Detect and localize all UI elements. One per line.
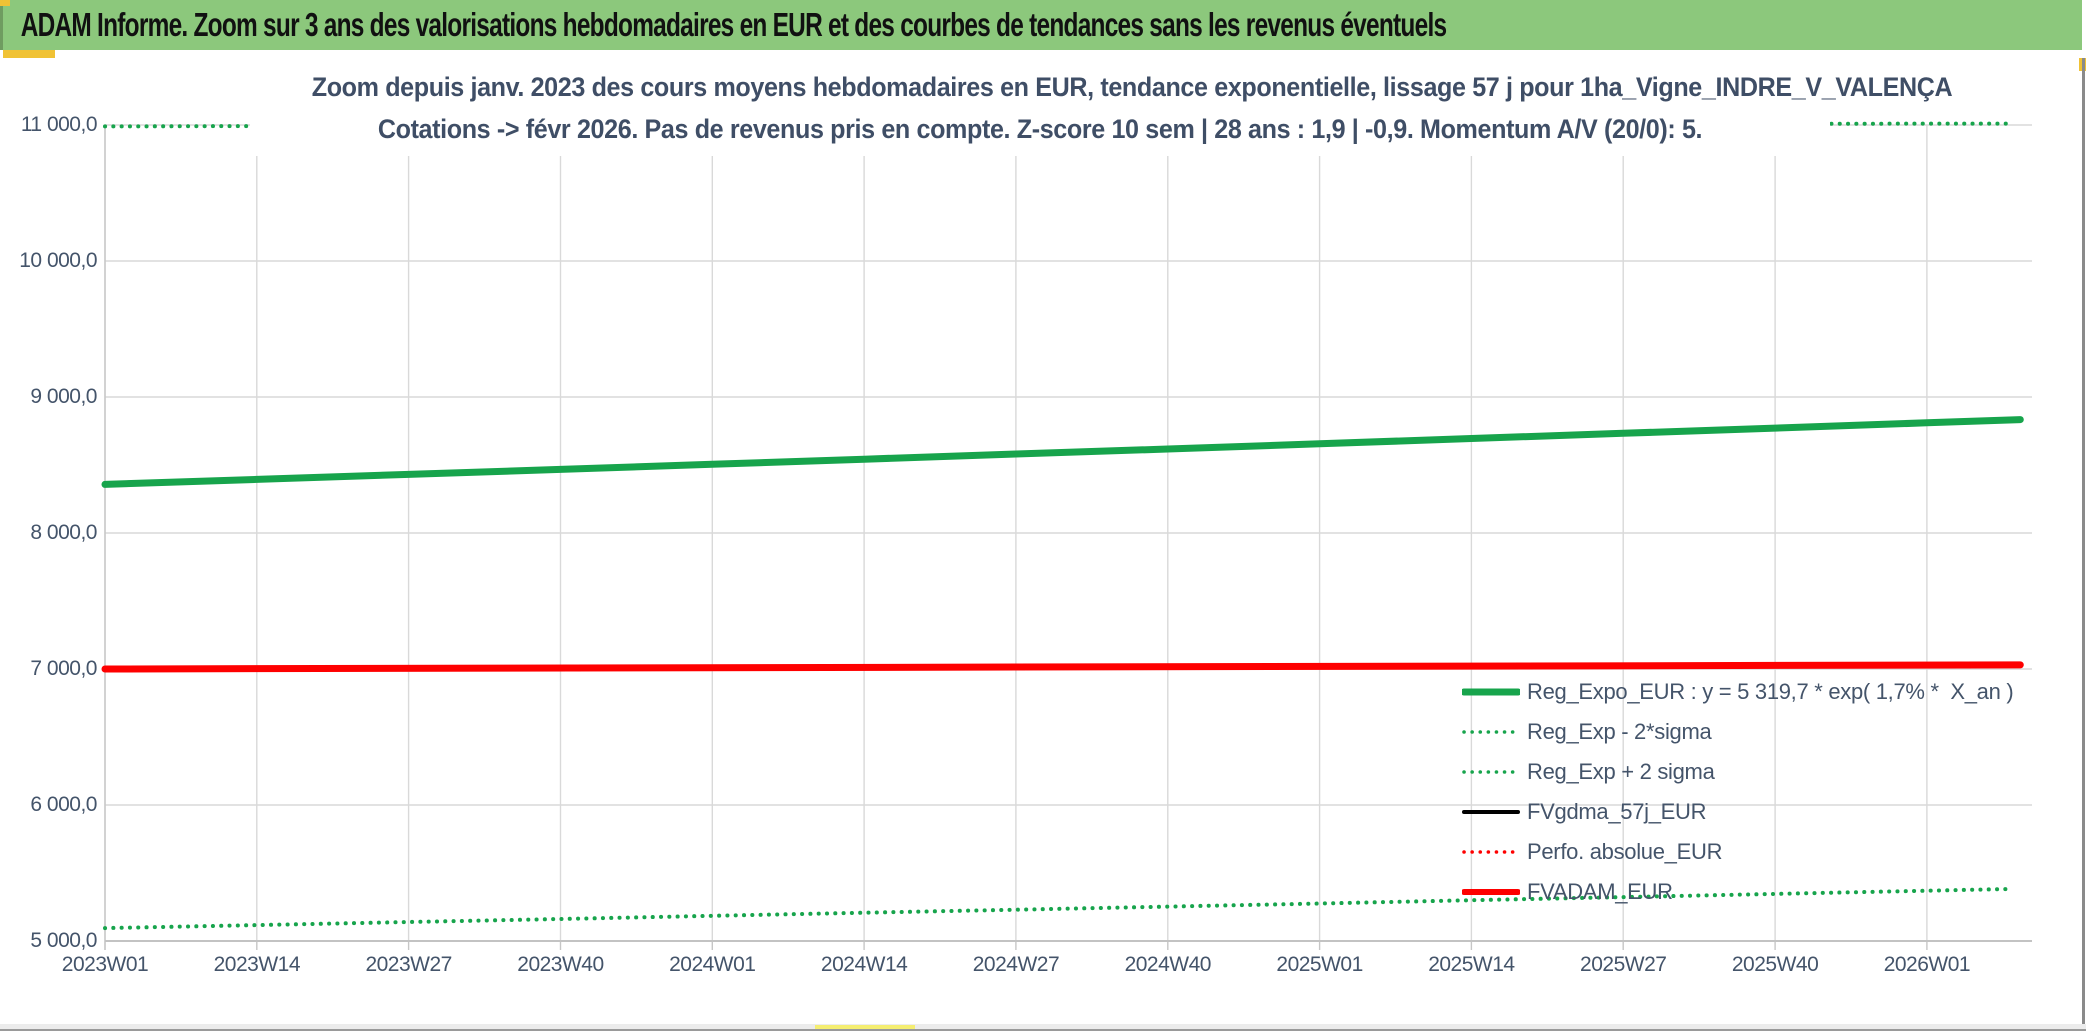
series-fvadam-eur: [101, 661, 2024, 673]
legend-label: Reg_Exp - 2*sigma: [1527, 719, 1712, 744]
legend-label: FVgdma_57j_EUR: [1527, 799, 1707, 824]
x-axis-label: 2023W14: [213, 953, 301, 976]
legend-item[interactable]: Reg_Expo_EUR : y = 5 319,7 * exp( 1,7% *…: [1462, 672, 2014, 712]
series-reg-exp-minus-2sigma: [103, 887, 2011, 931]
legend-label: Perfo. absolue_EUR: [1527, 839, 1723, 864]
y-axis-label: 9 000,0: [30, 385, 97, 408]
bottom-yellow-cell-accent: [815, 1025, 915, 1029]
header-underline-yellow-accent: [3, 50, 55, 58]
legend-item[interactable]: FVgdma_57j_EUR: [1462, 792, 1707, 832]
legend-swatch-line: [1462, 889, 1520, 895]
x-axis-label: 2025W14: [1428, 953, 1515, 976]
x-axis-label: 2024W27: [972, 953, 1060, 976]
y-axis-label: 8 000,0: [30, 521, 97, 544]
top-left-yellow-accent: [0, 0, 10, 6]
legend-item[interactable]: Perfo. absolue_EUR: [1462, 832, 1722, 872]
y-axis-label: 10 000,0: [19, 249, 97, 272]
x-axis-label: 2024W14: [820, 953, 908, 976]
x-axis-label: 2025W40: [1731, 953, 1819, 976]
legend-swatch-line: [1462, 850, 1520, 854]
y-axis-label: 5 000,0: [30, 929, 97, 952]
legend-swatch-line: [1462, 810, 1520, 814]
legend-swatch-line: [1462, 688, 1520, 696]
bottom-bar: [0, 1024, 2086, 1031]
left-edge-strip: [0, 0, 3, 50]
sheet-header-title: ADAM Informe. Zoom sur 3 ans des valoris…: [20, 6, 1447, 43]
x-axis-label: 2026W01: [1883, 953, 1971, 976]
legend-swatch-line: [1462, 730, 1520, 734]
legend-item[interactable]: Reg_Exp + 2 sigma: [1462, 752, 1715, 792]
chart-title-line2: Cotations -> févr 2026. Pas de revenus p…: [377, 114, 1703, 144]
legend-item[interactable]: Reg_Exp - 2*sigma: [1462, 712, 1712, 752]
x-axis-label: 2023W01: [61, 953, 149, 976]
x-axis-label: 2024W40: [1124, 953, 1212, 976]
y-axis-label: 6 000,0: [30, 793, 97, 816]
series-reg-expo-eur: [101, 416, 2024, 488]
chart-title-line1: Zoom depuis janv. 2023 des cours moyens …: [311, 72, 1953, 102]
y-axis-label: 7 000,0: [30, 657, 97, 680]
chart-title[interactable]: Zoom depuis janv. 2023 des cours moyens …: [250, 64, 1953, 156]
legend-label: Reg_Exp + 2 sigma: [1527, 759, 1715, 784]
legend-item[interactable]: FVADAM_EUR: [1462, 872, 1673, 912]
right-window-border: [2082, 58, 2085, 1031]
x-axis-label: 2025W01: [1276, 953, 1363, 976]
x-axis-label: 2023W40: [517, 953, 604, 976]
legend-swatch-line: [1462, 770, 1520, 774]
legend-label: FVADAM_EUR: [1527, 879, 1673, 904]
legend-label: Reg_Expo_EUR : y = 5 319,7 * exp( 1,7% *…: [1527, 679, 2014, 704]
x-axis-label: 2025W27: [1580, 953, 1667, 976]
x-axis-label: 2024W01: [669, 953, 756, 976]
x-axis-label: 2023W27: [365, 953, 452, 976]
sheet-header-banner: ADAM Informe. Zoom sur 3 ans des valoris…: [0, 0, 2082, 50]
y-axis-label: 11 000,0: [20, 113, 98, 136]
